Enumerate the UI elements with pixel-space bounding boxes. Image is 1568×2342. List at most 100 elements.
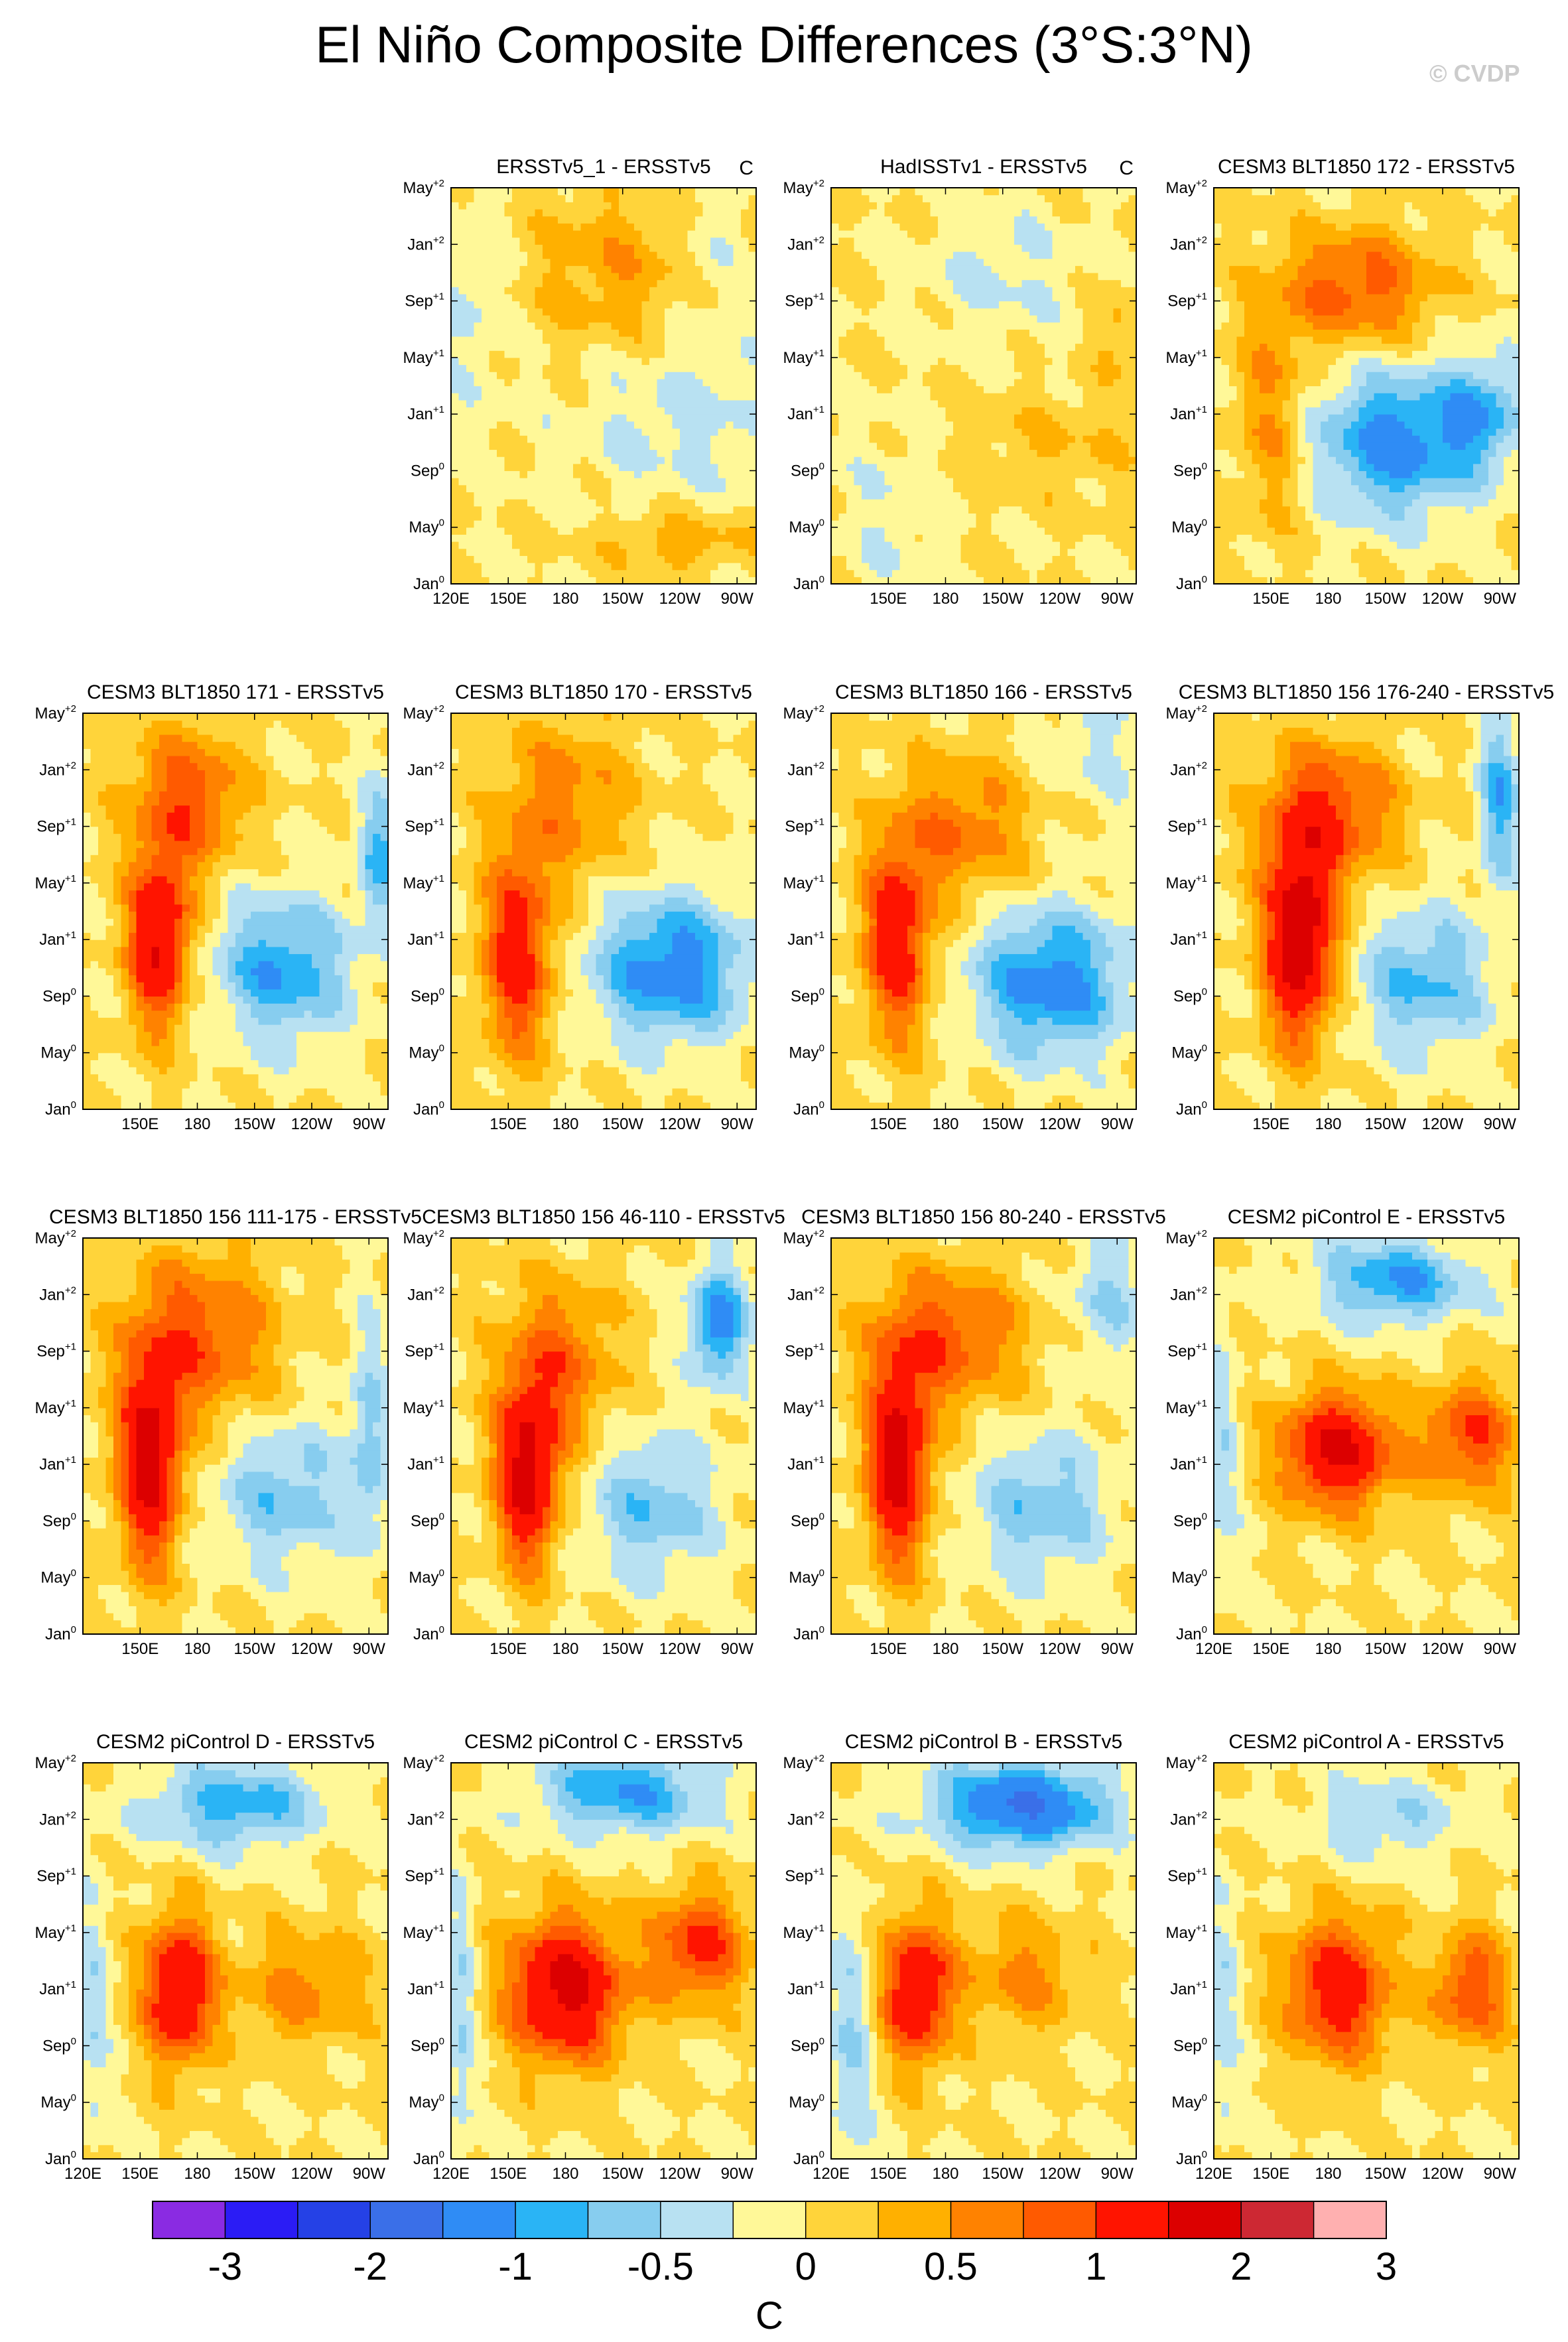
- heatmap-cell: [1045, 379, 1053, 386]
- heatmap-cell: [581, 421, 589, 429]
- heatmap-cell: [1129, 336, 1137, 344]
- heatmap-cell: [1252, 365, 1260, 372]
- heatmap-cell: [551, 273, 558, 280]
- heatmap-cell: [1075, 520, 1083, 527]
- heatmap-cell: [862, 244, 870, 251]
- heatmap-cell: [1268, 251, 1275, 259]
- heatmap-cell: [619, 379, 627, 386]
- heatmap-cell: [703, 230, 711, 238]
- heatmap-cell: [1068, 456, 1076, 464]
- heatmap-cell: [907, 513, 915, 520]
- heatmap-cell: [619, 259, 627, 266]
- heatmap-cell: [999, 541, 1007, 549]
- heatmap-cell: [642, 188, 650, 195]
- heatmap-cell: [619, 365, 627, 372]
- heatmap-cell: [588, 400, 596, 407]
- heatmap-cell: [968, 492, 976, 499]
- heatmap-cell: [558, 287, 566, 294]
- heatmap-cell: [474, 265, 482, 273]
- heatmap-cell: [1090, 230, 1098, 238]
- heatmap-cell: [1045, 520, 1053, 527]
- heatmap-cell: [984, 393, 992, 400]
- heatmap-cell: [976, 485, 984, 492]
- heatmap-cell: [634, 449, 642, 456]
- heatmap-cell: [604, 379, 612, 386]
- heatmap-cell: [634, 202, 642, 209]
- heatmap-cell: [1045, 259, 1053, 266]
- heatmap-cell: [976, 209, 984, 216]
- heatmap-cell: [900, 273, 908, 280]
- heatmap-cell: [718, 414, 726, 421]
- heatmap-cell: [992, 308, 1000, 315]
- heatmap-cell: [892, 329, 900, 336]
- heatmap-cell: [673, 478, 681, 485]
- heatmap-cell: [566, 492, 574, 499]
- heatmap-cell: [474, 216, 482, 224]
- heatmap-cell: [642, 570, 650, 577]
- heatmap-cell: [1098, 443, 1106, 450]
- heatmap-cell: [1098, 372, 1106, 379]
- heatmap-cell: [992, 478, 1000, 485]
- heatmap-cell: [907, 265, 915, 273]
- heatmap-cell: [573, 188, 581, 195]
- heatmap-cell: [466, 230, 474, 238]
- heatmap-cell: [581, 563, 589, 570]
- heatmap-cell: [923, 513, 931, 520]
- heatmap-cell: [474, 386, 482, 393]
- heatmap-cell: [657, 555, 665, 563]
- heatmap-cell: [992, 549, 1000, 556]
- heatmap-cell: [1068, 478, 1076, 485]
- heatmap-cell: [695, 259, 703, 266]
- heatmap-cell: [1053, 485, 1061, 492]
- heatmap-cell: [854, 365, 862, 372]
- heatmap-cell: [1045, 421, 1053, 429]
- heatmap-cell: [999, 435, 1007, 443]
- heatmap-cell: [1053, 230, 1061, 238]
- heatmap-cell: [1045, 230, 1053, 238]
- heatmap-cell: [527, 464, 535, 471]
- heatmap-cell: [673, 570, 681, 577]
- heatmap-cell: [688, 301, 696, 309]
- heatmap-cell: [846, 259, 854, 266]
- heatmap-cell: [718, 344, 726, 351]
- heatmap-cell: [551, 485, 558, 492]
- heatmap-cell: [1237, 365, 1245, 372]
- heatmap-cell: [900, 563, 908, 570]
- heatmap-cell: [466, 414, 474, 421]
- heatmap-cell: [482, 294, 490, 301]
- heatmap-cell: [1106, 188, 1114, 195]
- heatmap-cell: [1029, 308, 1037, 315]
- heatmap-cell: [961, 520, 969, 527]
- heatmap-cell: [596, 570, 604, 577]
- heatmap-cell: [482, 195, 490, 202]
- heatmap-cell: [619, 492, 627, 499]
- heatmap-cell: [1114, 513, 1122, 520]
- heatmap-cell: [726, 209, 734, 216]
- heatmap-cell: [710, 287, 718, 294]
- heatmap-cell: [984, 336, 992, 344]
- heatmap-cell: [1114, 223, 1122, 230]
- heatmap-cell: [839, 230, 847, 238]
- heatmap-cell: [551, 294, 558, 301]
- heatmap-cell: [466, 456, 474, 464]
- heatmap-cell: [854, 280, 862, 287]
- heatmap-cell: [482, 435, 490, 443]
- heatmap-cell: [1068, 393, 1076, 400]
- heatmap-cell: [710, 230, 718, 238]
- heatmap-cell: [862, 280, 870, 287]
- heatmap-cell: [634, 188, 642, 195]
- heatmap-cell: [520, 265, 528, 273]
- heatmap-cell: [527, 428, 535, 435]
- heatmap-cell: [999, 195, 1007, 202]
- heatmap-cell: [1106, 365, 1114, 372]
- heatmap-cell: [558, 350, 566, 358]
- heatmap-cell: [588, 294, 596, 301]
- heatmap-cell: [612, 209, 620, 216]
- heatmap-cell: [612, 301, 620, 309]
- heatmap-cell: [1045, 344, 1053, 351]
- heatmap-cell: [604, 520, 612, 527]
- heatmap-cell: [634, 280, 642, 287]
- heatmap-cell: [665, 358, 673, 365]
- heatmap-cell: [726, 329, 734, 336]
- heatmap-cell: [1037, 344, 1045, 351]
